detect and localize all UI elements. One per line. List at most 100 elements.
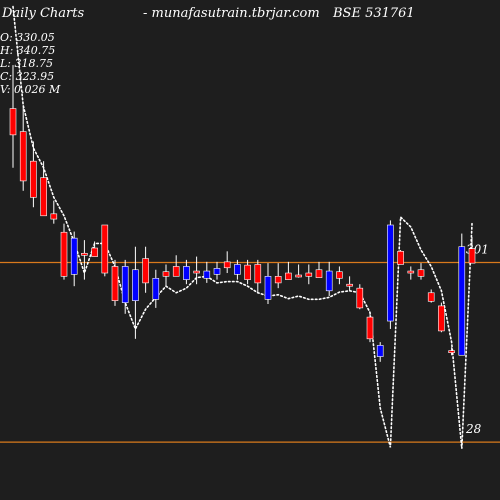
candle-body (121, 266, 129, 303)
volume-value: V: 0.026 M (0, 83, 61, 96)
candle-body (427, 292, 435, 302)
candle-22 (234, 259, 241, 280)
candle-body (295, 274, 302, 278)
candle-21 (223, 251, 231, 274)
candle-body (346, 283, 353, 287)
candle-body (40, 177, 47, 217)
candle-24 (254, 259, 262, 293)
candle-12 (132, 246, 139, 339)
candle-body (183, 266, 190, 280)
candle-10 (111, 259, 119, 306)
candle-body (193, 270, 200, 274)
candle-23 (244, 259, 251, 285)
candle-body (9, 108, 17, 136)
candle-body (152, 277, 160, 300)
candle-36 (376, 342, 384, 362)
candle-40 (417, 263, 425, 280)
candle-44 (458, 233, 466, 356)
candle-body (376, 345, 384, 357)
candle-body (132, 269, 139, 301)
candle-5 (60, 223, 68, 280)
candle-15 (162, 264, 170, 287)
overlay-series (12, 5, 473, 449)
candle-13 (142, 246, 149, 293)
candle-38 (397, 250, 404, 265)
candle-body (203, 270, 211, 279)
candle-body (60, 231, 68, 277)
candle-body (448, 350, 455, 353)
candle-17 (183, 259, 190, 285)
candle-body (438, 305, 445, 332)
candle-body (285, 272, 292, 280)
candle-body (274, 276, 282, 284)
candle-33 (346, 276, 353, 291)
candle-body (407, 270, 415, 274)
candle-16 (172, 255, 180, 277)
candle-19 (203, 261, 211, 283)
candle-25 (264, 263, 272, 304)
candle-9 (101, 224, 109, 277)
candle-body (91, 247, 98, 257)
candle-20 (213, 261, 221, 280)
candle-body (234, 264, 241, 275)
candle-7 (81, 240, 88, 280)
candle-body (223, 261, 231, 269)
candle-41 (427, 289, 435, 303)
candle-32 (336, 266, 343, 285)
candle-6 (70, 231, 78, 287)
chart-title: Daily Charts (2, 6, 85, 21)
candle-body (458, 246, 466, 356)
candle-27 (285, 261, 292, 280)
candle-body (366, 316, 374, 340)
candle-body (356, 287, 364, 309)
candle-body (336, 271, 343, 279)
candle-body (264, 276, 272, 300)
candle-4 (50, 200, 58, 224)
candle-42 (438, 302, 445, 333)
candle-body (468, 248, 476, 264)
candle-body (213, 268, 221, 275)
candle-body (387, 224, 394, 322)
candle-body (19, 131, 27, 182)
high-value: H: 340.75 (0, 44, 56, 57)
candle-3 (40, 161, 47, 217)
candle-body (162, 271, 170, 277)
candle-43 (448, 347, 455, 356)
candle-body (305, 272, 313, 277)
site-name: - munafasutrain.tbrjar.com (143, 6, 320, 21)
candle-35 (366, 312, 374, 343)
candle-18 (193, 256, 200, 285)
candle-11 (121, 259, 129, 314)
candle-body (417, 269, 425, 277)
candle-body (70, 237, 78, 275)
open-value: O: 330.05 (0, 31, 55, 44)
candle-2 (30, 141, 37, 208)
low-value: L: 318.75 (0, 57, 53, 70)
candle-body (111, 266, 119, 301)
candle-28 (295, 264, 302, 278)
candle-30 (315, 261, 323, 278)
candle-body (244, 264, 251, 280)
candle-34 (356, 284, 364, 310)
candle-14 (152, 269, 160, 308)
candle-body (172, 266, 180, 277)
candle-body (101, 224, 109, 274)
candle-37 (387, 220, 394, 329)
candle-8 (91, 241, 98, 257)
candle-body (142, 258, 149, 284)
candle-body (397, 251, 404, 265)
candle-body (81, 252, 88, 256)
candles (9, 65, 476, 362)
candle-39 (407, 266, 415, 280)
candle-45 (468, 236, 476, 264)
candle-body (30, 160, 37, 198)
candle-29 (305, 264, 313, 285)
close-value: C: 323.95 (0, 70, 55, 83)
candle-body (254, 264, 262, 284)
candle-body (325, 270, 333, 292)
candle-1 (19, 105, 27, 191)
level-label-1: 28 (465, 422, 482, 436)
candle-body (315, 269, 323, 278)
